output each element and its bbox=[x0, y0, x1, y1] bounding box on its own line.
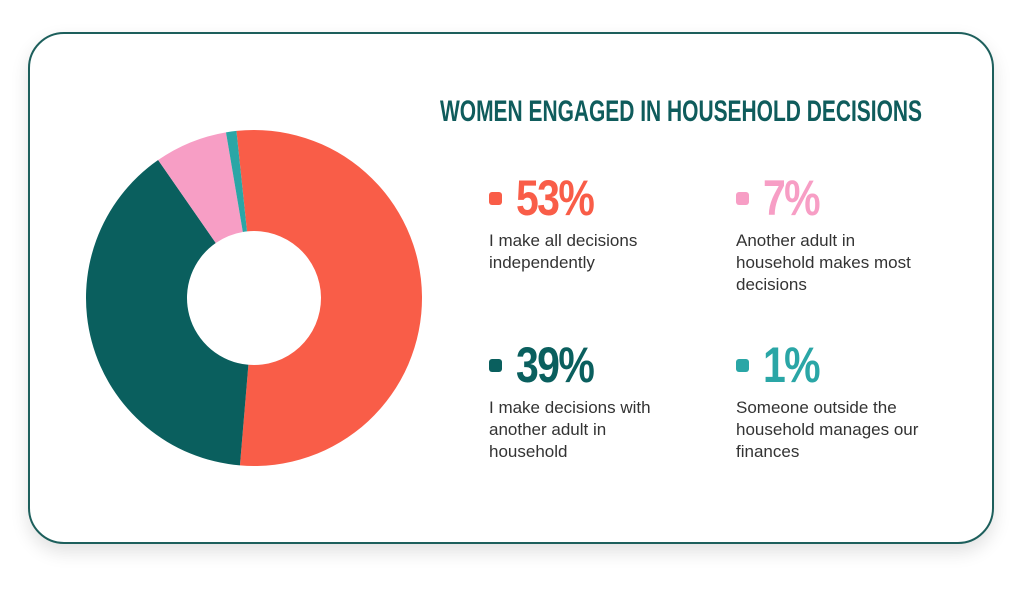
value-label: 39% bbox=[516, 337, 595, 393]
legend-swatch bbox=[489, 358, 502, 372]
card bbox=[28, 32, 994, 544]
legend-swatch bbox=[489, 191, 502, 205]
legend-swatch bbox=[736, 191, 749, 205]
legend-value-row: 39% bbox=[489, 337, 689, 393]
value-label: 1% bbox=[763, 337, 821, 393]
legend-swatch bbox=[736, 358, 749, 372]
value-label: 7% bbox=[763, 170, 821, 226]
legend-value-row: 1% bbox=[736, 337, 936, 393]
value-label: 53% bbox=[516, 170, 595, 226]
legend-item: 53% I make all decisions independently bbox=[489, 170, 689, 274]
legend-label: Someone outside the household manages ou… bbox=[736, 398, 919, 461]
legend-value-row: 53% bbox=[489, 170, 689, 226]
legend-item: 39% I make decisions with another adult i… bbox=[489, 337, 689, 463]
legend-item: 1% Someone outside the household manages … bbox=[736, 337, 936, 463]
legend-item: 7% Another adult in household makes most … bbox=[736, 170, 936, 296]
chart-title: WOMEN ENGAGED IN HOUSEHOLD DECISIONS bbox=[440, 95, 922, 128]
donut-slice bbox=[225, 130, 247, 232]
donut-slice bbox=[85, 160, 249, 466]
donut-slice bbox=[158, 132, 243, 243]
donut-slice bbox=[236, 130, 422, 467]
legend-value-row: 7% bbox=[736, 170, 936, 226]
legend-label: Another adult in household makes most de… bbox=[736, 231, 911, 294]
legend-label: I make decisions with another adult in h… bbox=[489, 398, 651, 461]
legend-label: I make all decisions independently bbox=[489, 231, 638, 272]
